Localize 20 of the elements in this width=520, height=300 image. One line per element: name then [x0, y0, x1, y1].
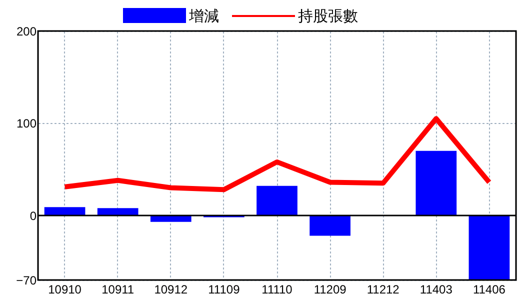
bar [310, 215, 350, 236]
legend-label: 持股張數 [298, 7, 358, 25]
y-tick-label: 100 [16, 116, 37, 131]
bar [416, 150, 457, 216]
x-tick-label: 10912 [154, 282, 188, 296]
y-tick-label: 0 [30, 208, 37, 223]
x-tick-label: 11406 [472, 282, 506, 296]
x-tick-label: 11403 [420, 282, 453, 296]
bar [256, 186, 298, 216]
x-tick-label: 10911 [102, 282, 134, 296]
x-tick-label: 11209 [314, 282, 347, 296]
y-tick-label: −70 [16, 274, 37, 288]
y-tick-label: 200 [16, 24, 37, 38]
bar [468, 215, 510, 280]
x-tick-label: 11109 [208, 282, 240, 296]
x-tick-label: 11110 [262, 282, 293, 296]
bar [150, 215, 192, 222]
x-tick-label: 11212 [366, 282, 400, 296]
x-tick-label: 10910 [48, 282, 82, 296]
legend-label: 增減 [188, 7, 219, 25]
